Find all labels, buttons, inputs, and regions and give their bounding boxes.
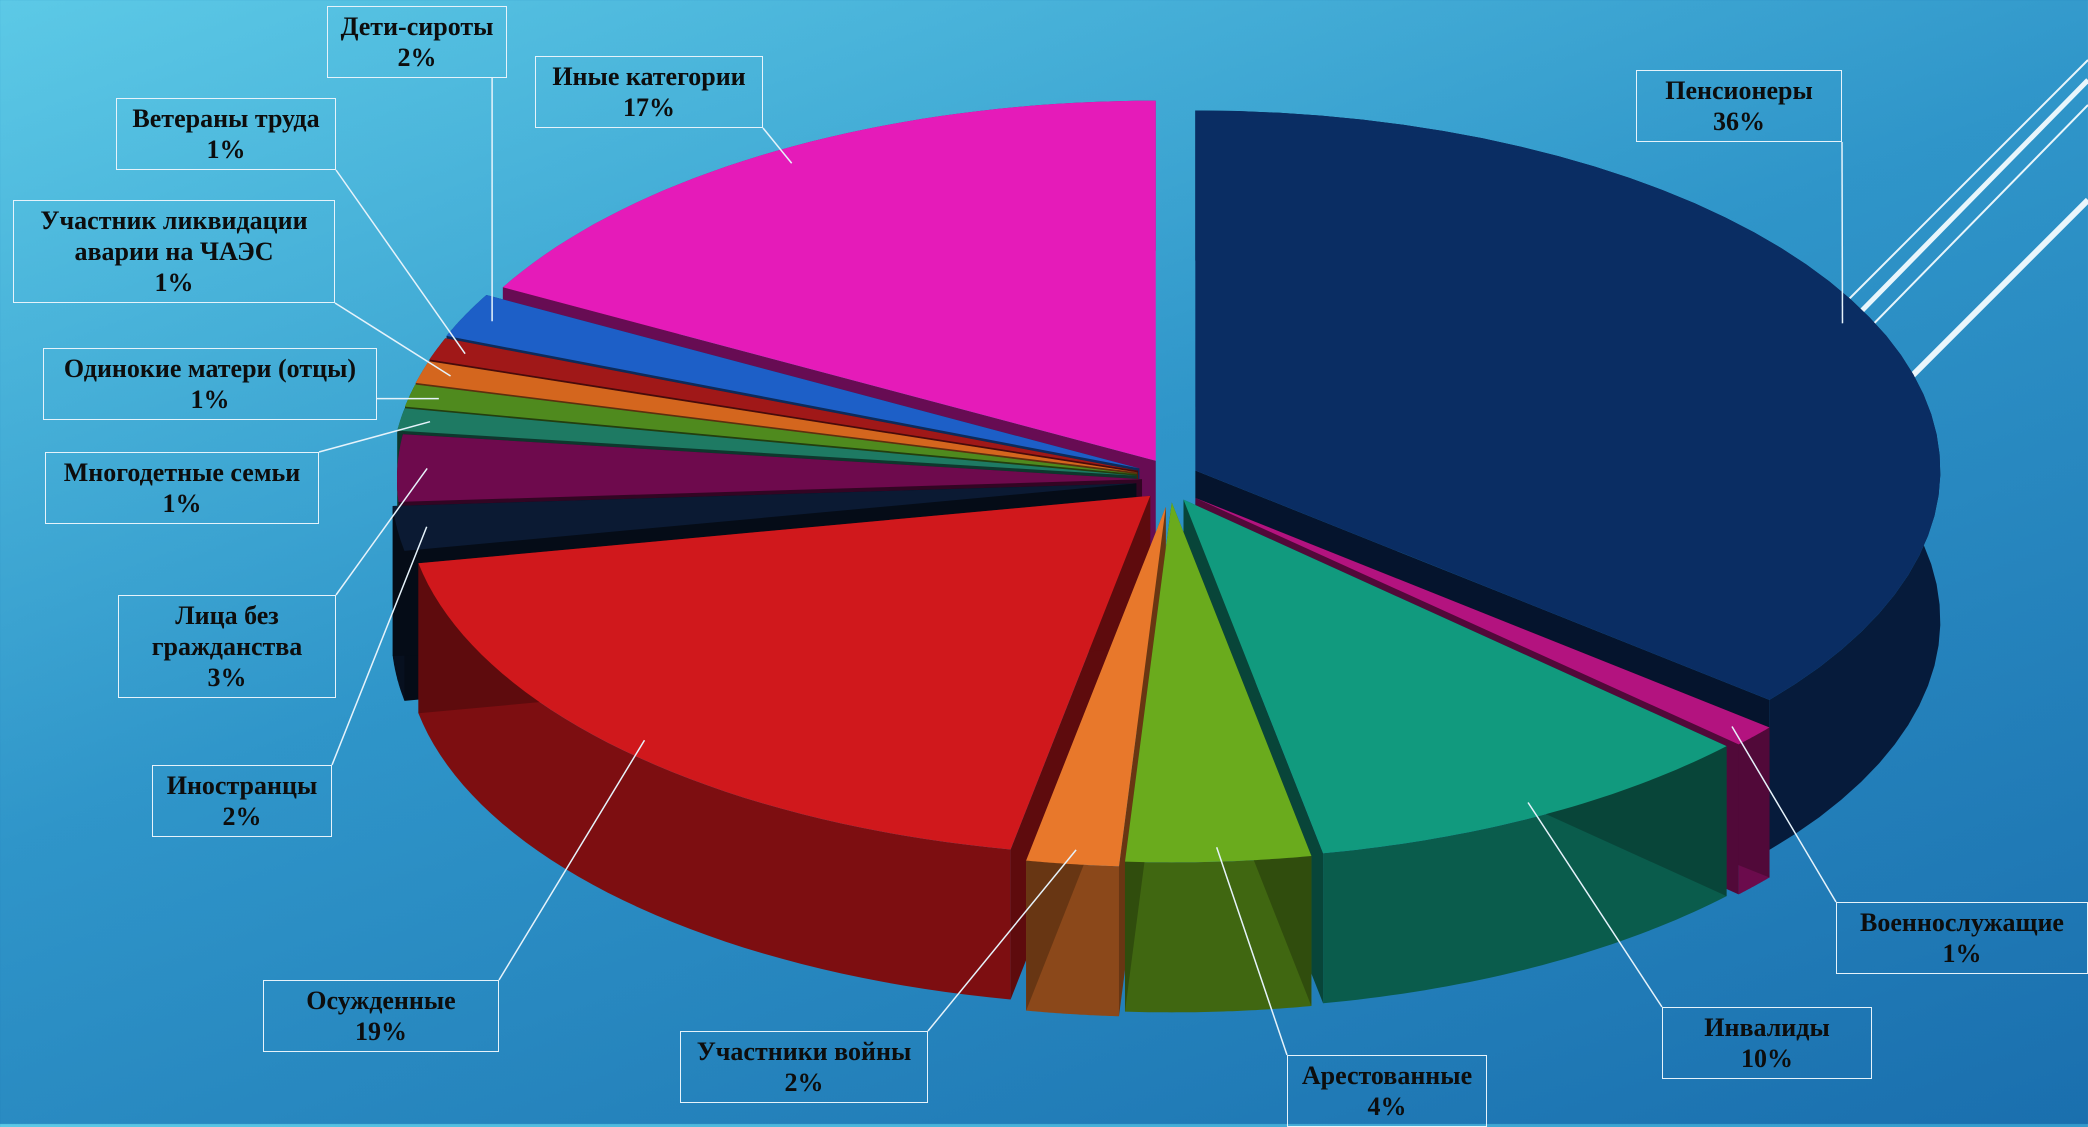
pie-slices (393, 101, 1941, 1017)
label-chernobyl: Участник ликвидации аварии на ЧАЭС 1% (13, 200, 335, 303)
label-single-parents: Одинокие матери (отцы) 1% (43, 348, 377, 420)
label-other: Иные категории 17% (535, 56, 763, 128)
label-pensioners: Пенсионеры 36% (1636, 70, 1842, 142)
label-disabled: Инвалиды 10% (1662, 1007, 1872, 1079)
label-large-families: Многодетные семьи 1% (45, 452, 319, 524)
label-arrested: Арестованные 4% (1287, 1055, 1487, 1127)
label-military: Военнослужащие 1% (1836, 902, 2088, 974)
label-orphans: Дети-сироты 2% (327, 6, 507, 78)
label-convicted: Осужденные 19% (263, 980, 499, 1052)
label-labor-veterans: Ветераны труда 1% (116, 98, 336, 170)
leader-line (336, 170, 465, 354)
label-foreigners: Иностранцы 2% (152, 765, 332, 837)
label-stateless: Лица без гражданства 3% (118, 595, 336, 698)
label-war-participants: Участники войны 2% (680, 1031, 928, 1103)
